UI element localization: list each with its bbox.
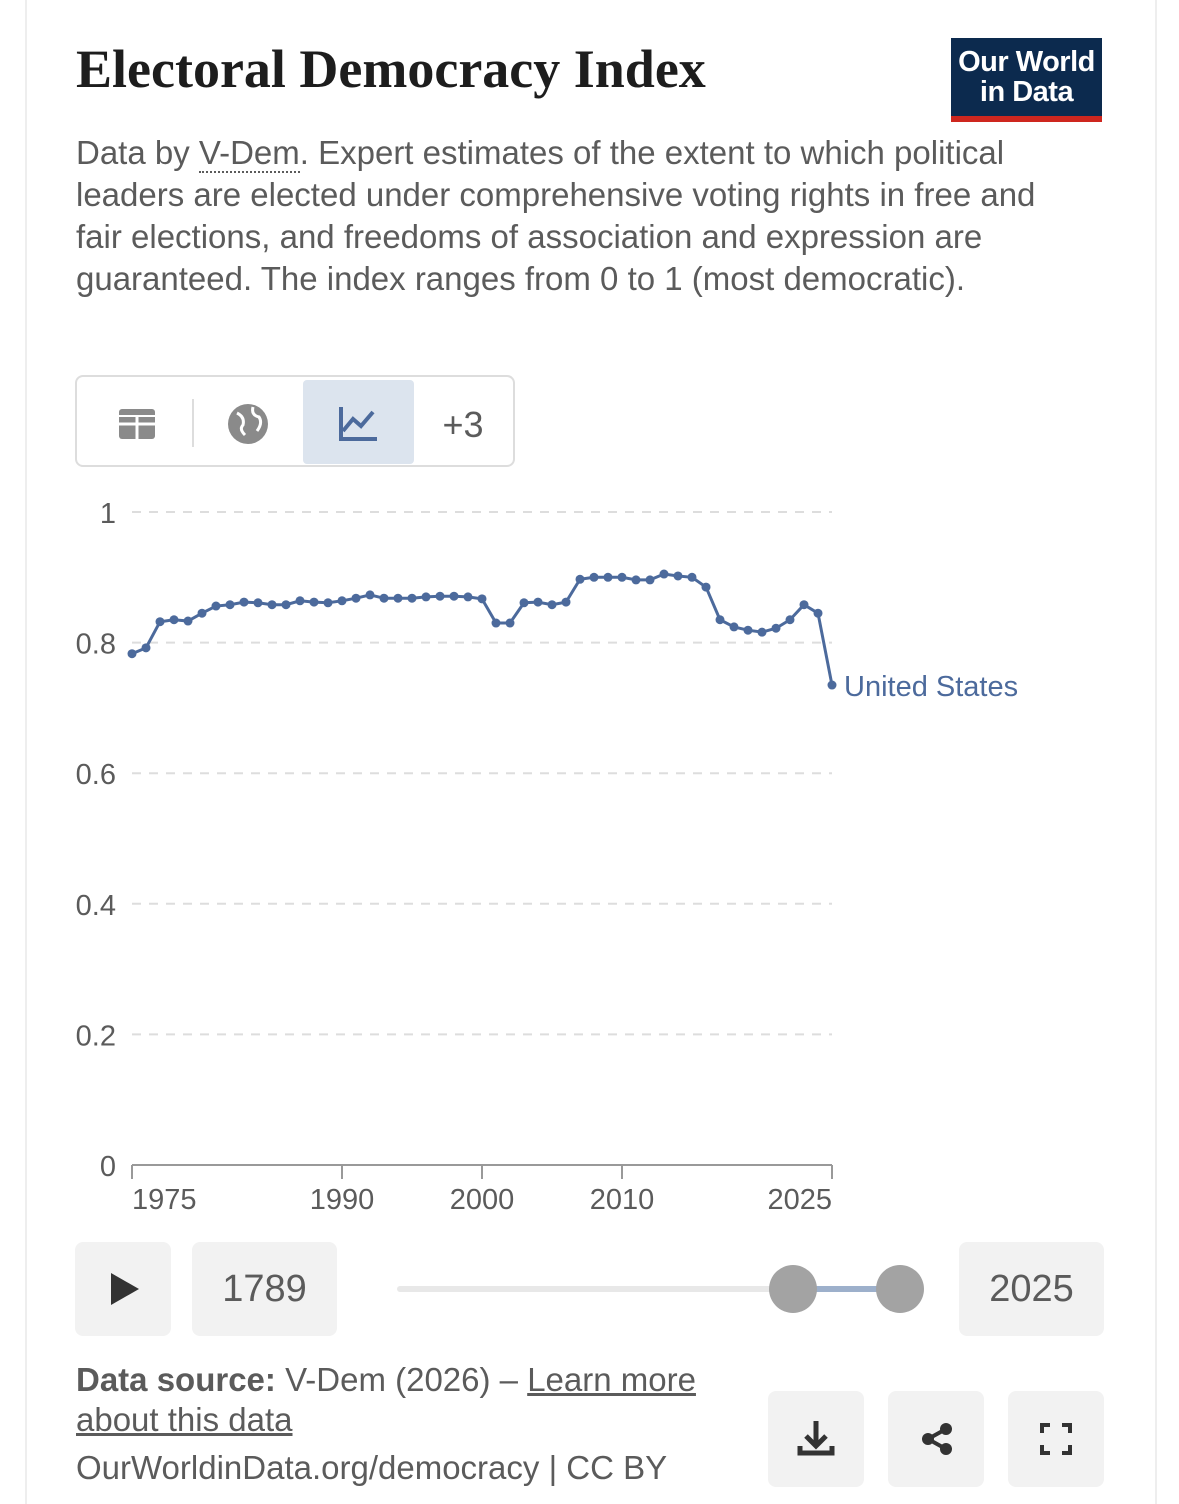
- data-point: [519, 598, 529, 608]
- data-point: [449, 591, 459, 601]
- data-point: [295, 596, 305, 606]
- timeline-slider[interactable]: [380, 1250, 950, 1330]
- source: V-Dem (2026) –: [275, 1361, 528, 1398]
- subtitle: Data by V-Dem. Expert estimates of the e…: [76, 132, 1076, 300]
- y-tick-label: 0.6: [76, 759, 116, 791]
- data-point: [379, 593, 389, 603]
- data-point: [813, 608, 823, 618]
- data-point: [827, 680, 837, 690]
- data-point: [561, 597, 571, 607]
- data-point: [463, 592, 473, 602]
- logo-line: Our World: [958, 46, 1095, 78]
- data-point: [729, 622, 739, 632]
- data-point: [687, 572, 697, 582]
- subtitle-text: . Expert estimates of the extent to whic…: [76, 134, 1036, 297]
- data-point: [757, 627, 767, 637]
- share-button[interactable]: [888, 1391, 984, 1487]
- data-point: [603, 572, 613, 582]
- source-line: Data source: V-Dem (2026) – Learn more a…: [76, 1360, 756, 1440]
- data-point: [225, 600, 235, 610]
- y-tick-label: 0: [100, 1151, 116, 1183]
- data-point: [743, 625, 753, 635]
- data-point: [323, 598, 333, 608]
- fullscreen-icon: [1040, 1423, 1072, 1455]
- data-point: [477, 594, 487, 604]
- table-tab[interactable]: [119, 409, 155, 439]
- footer: Data source: V-Dem (2026) – Learn more a…: [76, 1360, 756, 1488]
- data-point: [715, 615, 725, 625]
- series-line: [131, 572, 834, 686]
- fullscreen-button[interactable]: [1008, 1391, 1104, 1487]
- map-tab[interactable]: [228, 404, 268, 444]
- download-icon: [797, 1421, 835, 1456]
- data-point: [267, 600, 277, 610]
- share-icon: [922, 1423, 952, 1455]
- data-point: [155, 617, 165, 627]
- data-point: [617, 572, 627, 582]
- card: [25, 0, 1157, 1504]
- data-point: [547, 600, 557, 610]
- data-point: [659, 569, 669, 579]
- url[interactable]: OurWorldinData.org/democracy | CC BY: [76, 1449, 668, 1486]
- play-icon: [111, 1273, 139, 1305]
- data-point: [435, 591, 445, 601]
- data-point: [589, 572, 599, 582]
- data-point: [533, 597, 543, 607]
- data-point: [281, 600, 291, 610]
- y-tick-label: 0.8: [76, 629, 116, 661]
- title: Electoral Democracy Index: [76, 39, 706, 99]
- tab-icons: +3: [119, 380, 484, 464]
- data-point: [253, 598, 263, 608]
- y-tick-label: 0.2: [76, 1020, 116, 1052]
- learn-more-link[interactable]: Learn more about this data: [76, 1361, 696, 1438]
- data-point: [421, 592, 431, 602]
- data-point: [141, 643, 151, 653]
- play-button[interactable]: [75, 1242, 171, 1336]
- x-tick-label: 2010: [590, 1184, 655, 1216]
- data-point: [309, 597, 319, 607]
- data-point: [183, 616, 193, 626]
- data-point: [407, 593, 417, 603]
- data-point: [785, 615, 795, 625]
- data-point: [491, 618, 501, 628]
- chart: 0 0.2 0.4 0.6 0.8 1 1975 1990 2000 2010 2025 United…: [76, 498, 1018, 1216]
- y-tick-label: 1: [100, 498, 116, 530]
- data-point: [351, 593, 361, 603]
- tab-bar: +3: [75, 375, 515, 467]
- data-point: [337, 596, 347, 606]
- subtitle-text: Data by: [76, 134, 199, 171]
- data-point: [645, 575, 655, 585]
- data-point: [197, 608, 207, 618]
- logo[interactable]: Our World in Data: [951, 38, 1102, 122]
- start-year[interactable]: 1789: [192, 1242, 337, 1336]
- data-point: [239, 597, 249, 607]
- data-point: [673, 571, 683, 581]
- data-point: [505, 618, 515, 628]
- source-label: Data source:: [76, 1361, 276, 1398]
- data-point: [393, 593, 403, 603]
- data-point: [771, 623, 781, 633]
- x-tick-label: 2000: [450, 1184, 515, 1216]
- data-point: [211, 601, 221, 611]
- data-point: [631, 575, 641, 585]
- data-point: [701, 582, 711, 592]
- x-tick-label: 1975: [132, 1184, 197, 1216]
- data-point: [799, 600, 809, 610]
- data-point: [169, 615, 179, 625]
- x-tick-label: 2025: [767, 1184, 832, 1216]
- download-button[interactable]: [768, 1391, 864, 1487]
- x-tick-label: 1990: [310, 1184, 375, 1216]
- series-label: United States: [844, 671, 1018, 703]
- logo-line: in Data: [979, 76, 1074, 108]
- data-point: [365, 590, 375, 600]
- data-point: [575, 574, 585, 584]
- data-point: [127, 649, 137, 659]
- end-year[interactable]: 2025: [959, 1242, 1104, 1336]
- more-tabs[interactable]: +3: [442, 404, 483, 445]
- y-tick-label: 0.4: [76, 890, 116, 922]
- subtitle-link[interactable]: V-Dem: [198, 134, 300, 173]
